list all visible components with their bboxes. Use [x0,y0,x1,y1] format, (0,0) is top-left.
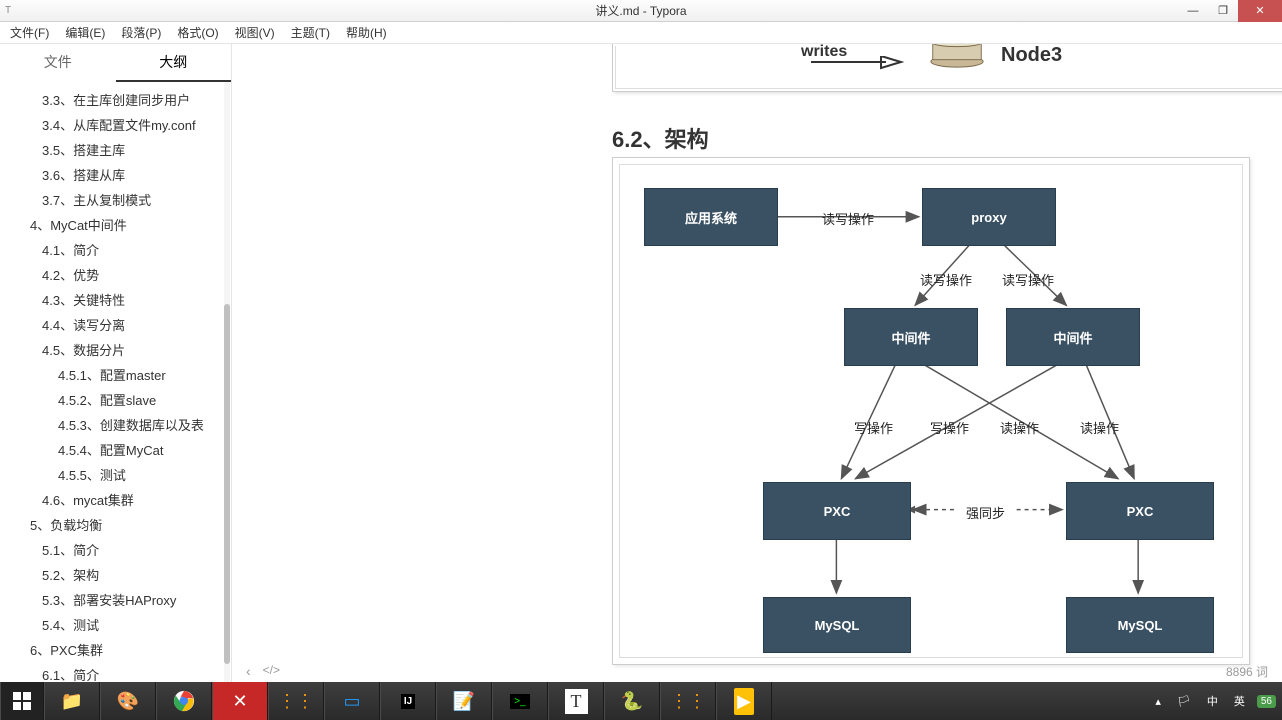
outline-item[interactable]: 4.5.3、创建数据库以及表 [0,413,231,438]
task-player[interactable]: ▶ [716,682,772,720]
outline-item[interactable]: 6、PXC集群 [0,638,231,663]
task-paint[interactable]: 🎨 [100,682,156,720]
system-tray: ▴ 🏳 中 英 56 [1145,682,1282,720]
outline-item[interactable]: 4.5.5、测试 [0,463,231,488]
outline-item[interactable]: 5.4、测试 [0,613,231,638]
menu-paragraph[interactable]: 段落(P) [117,22,165,43]
outline-item[interactable]: 4.5.4、配置MyCat [0,438,231,463]
outline-item[interactable]: 4.5.2、配置slave [0,388,231,413]
minimize-button[interactable]: — [1178,0,1208,22]
menu-theme[interactable]: 主题(T) [287,22,334,43]
outline-item[interactable]: 3.4、从库配置文件my.conf [0,113,231,138]
diagram-label-r1: 读操作 [1000,418,1039,437]
task-chrome[interactable] [156,682,212,720]
task-explorer[interactable]: 📁 [44,682,100,720]
content-area: writes Node3 6.2、架构 [232,44,1282,682]
task-typora[interactable]: T [548,682,604,720]
outline-item[interactable]: 4.6、mycat集群 [0,488,231,513]
code-icon[interactable]: </> [263,663,280,679]
task-app1[interactable]: ⋮⋮ [268,682,324,720]
outline-item[interactable]: 3.6、搭建从库 [0,163,231,188]
diagram-node-proxy: proxy [922,188,1056,246]
outline-item[interactable]: 5、负载均衡 [0,513,231,538]
diagram-label-rw_top: 读写操作 [822,209,874,228]
outline-item[interactable]: 4.5.1、配置master [0,363,231,388]
app-icon: T [5,5,11,16]
chrome-icon [173,690,195,712]
outline-item[interactable]: 4、MyCat中间件 [0,213,231,238]
diagram-label-r2: 读操作 [1080,418,1119,437]
diagram-label-rw_l: 读写操作 [920,270,972,289]
outline-item[interactable]: 5.1、简介 [0,538,231,563]
diagram-node-app: 应用系统 [644,188,778,246]
diagram-label-rw_r: 读写操作 [1002,270,1054,289]
main-area: 文件 大纲 3.3、在主库创建同步用户3.4、从库配置文件my.conf3.5、… [0,44,1282,682]
menu-format[interactable]: 格式(O) [173,22,222,43]
diagram-node-mysql2: MySQL [1066,597,1214,653]
menu-bar: 文件(F) 编辑(E) 段落(P) 格式(O) 视图(V) 主题(T) 帮助(H… [0,22,1282,44]
status-bar: ‹ </> 8896 词 [232,660,1282,682]
diagram-label-w1: 写操作 [854,418,893,437]
tray-up-icon[interactable]: ▴ [1151,695,1165,708]
outline-item[interactable]: 5.2、架构 [0,563,231,588]
server-icon [928,44,986,69]
ime-1[interactable]: 中 [1203,693,1222,709]
close-button[interactable]: ✕ [1238,0,1282,22]
title-bar: T 讲义.md - Typora — ❐ ✕ [0,0,1282,22]
task-xshell[interactable]: ✕ [212,682,268,720]
outline-item[interactable]: 4.5、数据分片 [0,338,231,363]
menu-edit[interactable]: 编辑(E) [61,22,109,43]
node3-label: Node3 [1001,44,1062,67]
outline-item[interactable]: 3.3、在主库创建同步用户 [0,88,231,113]
outline-item[interactable]: 5.3、部署安装HAProxy [0,588,231,613]
back-icon[interactable]: ‹ [246,663,251,679]
windows-icon [12,691,32,711]
diagram-node-pxc1: PXC [763,482,911,540]
outline-item[interactable]: 4.4、读写分离 [0,313,231,338]
tab-outline[interactable]: 大纲 [116,44,232,82]
outline-item[interactable]: 4.3、关键特性 [0,288,231,313]
outline-item[interactable]: 6.1、简介 [0,663,231,682]
diagram-node-mw2: 中间件 [1006,308,1140,366]
ime-2[interactable]: 英 [1230,693,1249,709]
outline-list[interactable]: 3.3、在主库创建同步用户3.4、从库配置文件my.conf3.5、搭建主库3.… [0,82,231,682]
sidebar-tabs: 文件 大纲 [0,44,231,82]
window-title: 讲义.md - Typora [595,2,686,19]
maximize-button[interactable]: ❐ [1208,0,1238,22]
section-heading: 6.2、架构 [612,122,709,154]
window-controls: — ❐ ✕ [1178,0,1282,22]
outline-item[interactable]: 4.1、简介 [0,238,231,263]
arrow-icon [811,56,911,76]
task-editplus[interactable]: 📝 [436,682,492,720]
outline-item[interactable]: 4.2、优势 [0,263,231,288]
diagram-node-pxc2: PXC [1066,482,1214,540]
task-intellij[interactable]: IJ [380,682,436,720]
scrollbar[interactable] [224,82,230,682]
prev-diagram-fragment: writes Node3 [612,44,1282,92]
diagram-label-sync: 强同步 [966,503,1005,522]
scrollbar-thumb[interactable] [224,304,230,664]
menu-file[interactable]: 文件(F) [6,22,53,43]
taskbar: 📁 🎨 ✕ ⋮⋮ ▭ IJ 📝 >_ T 🐍 ⋮⋮ ▶ ▴ 🏳 中 英 56 [0,682,1282,720]
outline-item[interactable]: 3.7、主从复制模式 [0,188,231,213]
outline-item[interactable]: 3.5、搭建主库 [0,138,231,163]
diagram-node-mw1: 中间件 [844,308,978,366]
task-python[interactable]: 🐍 [604,682,660,720]
diagram-node-mysql1: MySQL [763,597,911,653]
start-button[interactable] [0,682,44,720]
architecture-diagram: 应用系统proxy中间件中间件PXCPXCMySQLMySQL读写操作读写操作读… [612,157,1250,665]
tray-badge[interactable]: 56 [1257,695,1276,708]
diagram-label-w2: 写操作 [930,418,969,437]
menu-view[interactable]: 视图(V) [231,22,279,43]
sidebar: 文件 大纲 3.3、在主库创建同步用户3.4、从库配置文件my.conf3.5、… [0,44,232,682]
tray-flag-icon[interactable]: 🏳 [1173,695,1195,708]
task-terminal[interactable]: >_ [492,682,548,720]
task-app2[interactable]: ▭ [324,682,380,720]
tab-files[interactable]: 文件 [0,44,116,82]
menu-help[interactable]: 帮助(H) [342,22,391,43]
word-count: 8896 词 [1226,663,1268,680]
task-app3[interactable]: ⋮⋮ [660,682,716,720]
